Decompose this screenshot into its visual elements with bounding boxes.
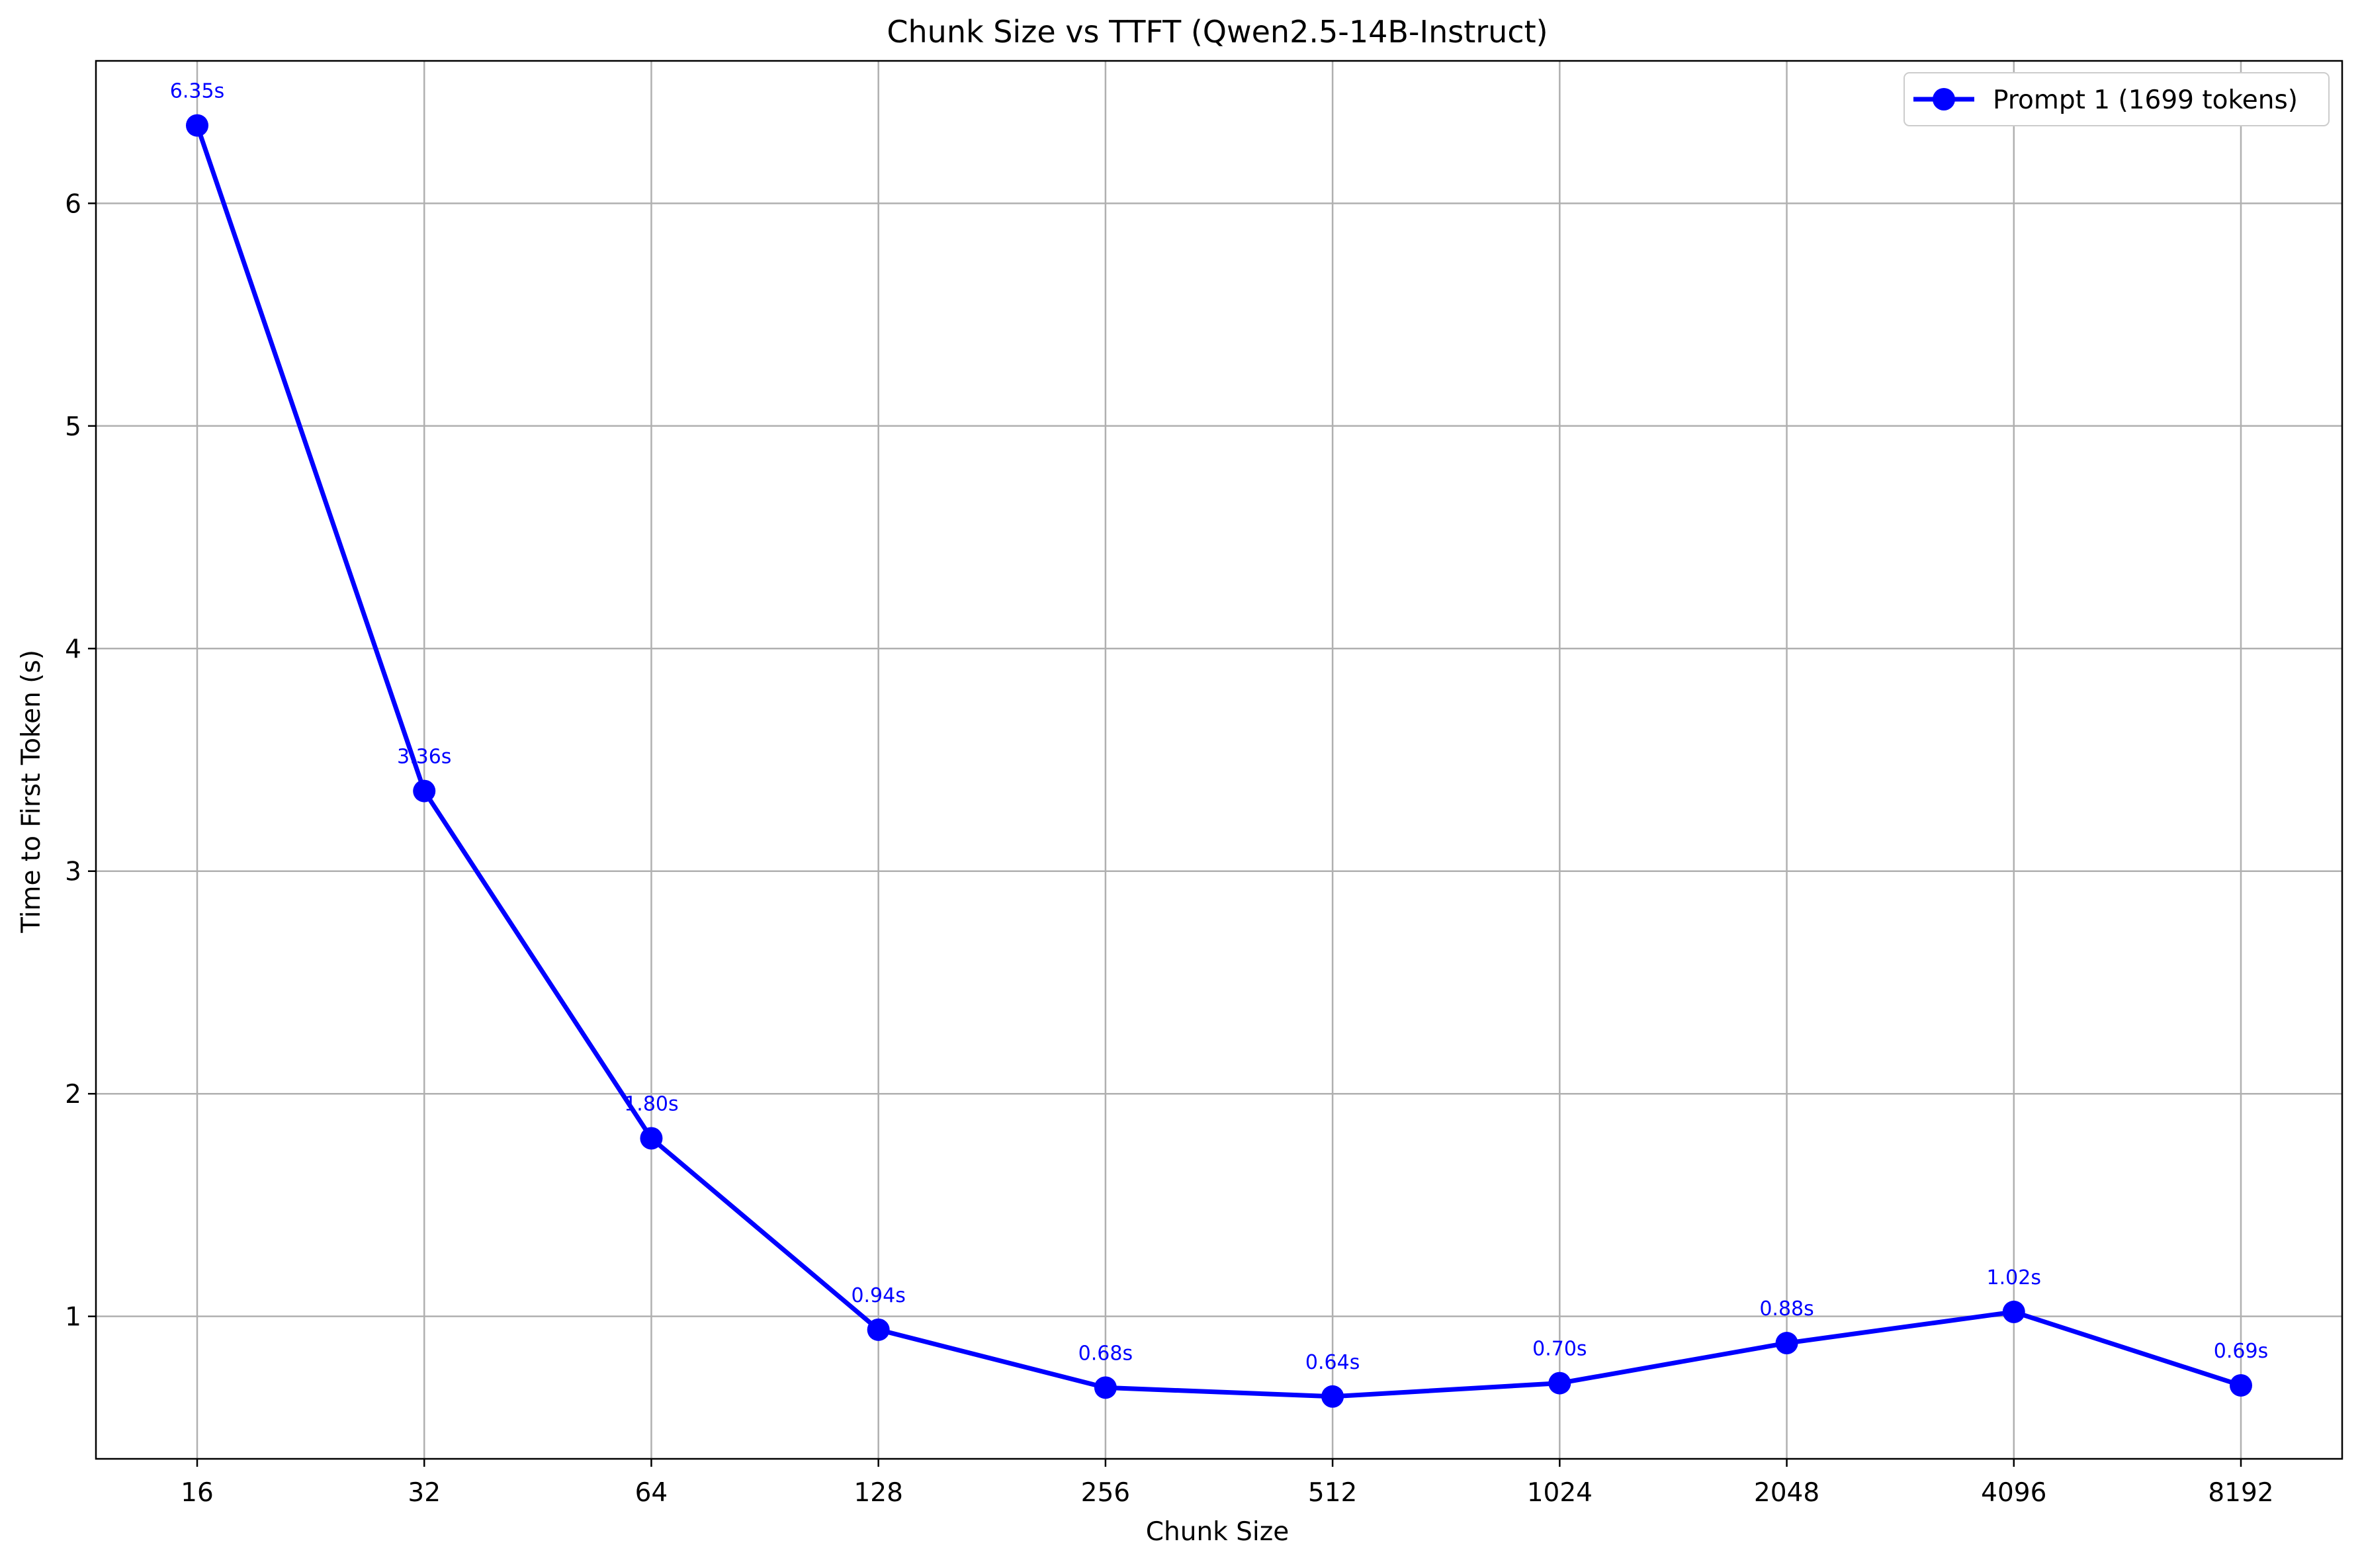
data-point <box>1548 1372 1571 1395</box>
data-point <box>186 114 208 137</box>
x-tick-label: 512 <box>1308 1478 1357 1508</box>
data-label: 1.02s <box>1987 1266 2041 1289</box>
data-point <box>640 1127 663 1150</box>
x-axis-label: Chunk Size <box>1146 1517 1289 1547</box>
data-point <box>1321 1385 1344 1408</box>
x-tick-label: 128 <box>853 1478 902 1508</box>
legend: Prompt 1 (1699 tokens) <box>1903 72 2330 126</box>
chart-title: Chunk Size vs TTFT (Qwen2.5-14B-Instruct… <box>887 14 1548 50</box>
data-point <box>2002 1300 2025 1323</box>
y-tick-label: 3 <box>65 857 81 887</box>
y-tick-label: 2 <box>65 1080 81 1110</box>
data-label: 0.88s <box>1759 1297 1814 1321</box>
data-label: 0.70s <box>1532 1338 1587 1361</box>
y-tick-label: 4 <box>65 634 81 664</box>
x-tick-label: 4096 <box>1981 1478 2046 1508</box>
data-label: 0.68s <box>1078 1342 1133 1365</box>
axes: 16 32 64 128 256 512 1024 2048 4096 8192 1 2 3 4 5 6 <box>65 60 2343 1508</box>
y-axis-label: Time to First Token (s) <box>17 650 46 934</box>
x-tick-label: 2048 <box>1754 1478 1819 1508</box>
data-point <box>1775 1332 1798 1355</box>
data-label: 3.36s <box>397 746 451 769</box>
x-tick-label: 8192 <box>2208 1478 2273 1508</box>
x-tick-label: 32 <box>408 1478 441 1508</box>
plot-frame <box>95 60 2343 1460</box>
y-tick-label: 6 <box>65 189 81 219</box>
legend-marker-swatch <box>1933 88 1955 110</box>
data-label: 1.80s <box>624 1092 678 1115</box>
y-tick-label: 5 <box>65 412 81 442</box>
series-line <box>195 124 2242 1399</box>
series-layer <box>186 114 2252 1408</box>
x-tick-label: 256 <box>1081 1478 1130 1508</box>
data-label: 0.69s <box>2214 1340 2268 1363</box>
data-labels: 6.35s 3.36s 1.80s 0.94s 0.68s 0.64s 0.70s 0.88s… <box>170 80 2268 1374</box>
data-point <box>867 1318 890 1341</box>
legend-box <box>1903 72 2330 126</box>
x-tick-label: 64 <box>635 1478 668 1508</box>
data-label: 6.35s <box>170 80 224 103</box>
y-tick-label: 1 <box>65 1303 81 1332</box>
data-point <box>2230 1373 2252 1397</box>
data-point <box>1094 1376 1117 1399</box>
legend-label: Prompt 1 (1699 tokens) <box>1993 85 2298 115</box>
data-label: 0.64s <box>1305 1351 1360 1374</box>
grid-lines <box>96 61 2342 1459</box>
data-point <box>413 779 436 803</box>
x-tick-label: 1024 <box>1527 1478 1593 1508</box>
x-tick-label: 16 <box>181 1478 214 1508</box>
data-label: 0.94s <box>851 1284 905 1307</box>
